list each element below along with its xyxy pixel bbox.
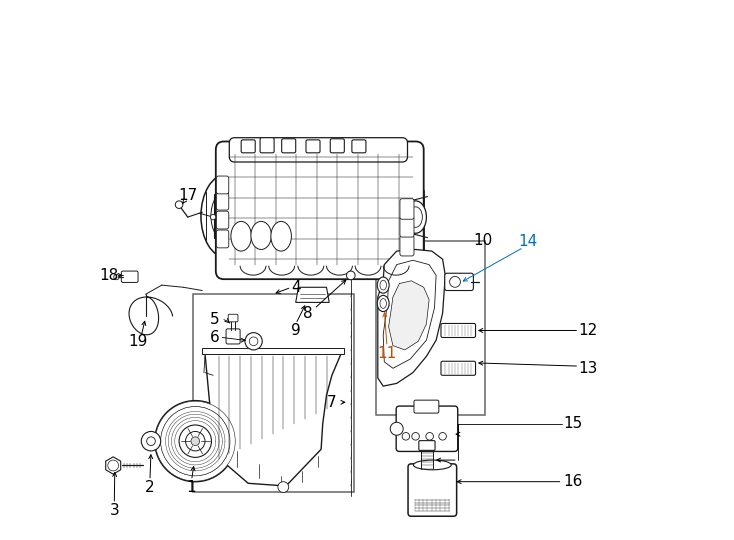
FancyBboxPatch shape — [400, 199, 414, 219]
Ellipse shape — [409, 207, 422, 227]
Polygon shape — [378, 249, 446, 386]
Circle shape — [114, 274, 119, 280]
FancyBboxPatch shape — [396, 406, 458, 451]
Text: 7: 7 — [327, 395, 337, 410]
FancyBboxPatch shape — [260, 138, 274, 153]
Circle shape — [191, 437, 200, 445]
Text: 17: 17 — [178, 188, 197, 203]
Circle shape — [426, 433, 433, 440]
Text: 13: 13 — [578, 361, 598, 376]
Circle shape — [179, 425, 211, 457]
Circle shape — [141, 431, 161, 451]
Circle shape — [161, 407, 230, 476]
Text: 8: 8 — [303, 306, 313, 321]
FancyBboxPatch shape — [445, 273, 473, 291]
Circle shape — [450, 276, 460, 287]
Polygon shape — [383, 260, 436, 368]
Ellipse shape — [377, 277, 389, 293]
FancyBboxPatch shape — [419, 441, 435, 450]
Circle shape — [160, 406, 230, 476]
FancyBboxPatch shape — [408, 464, 457, 516]
Text: 5: 5 — [210, 312, 219, 327]
FancyBboxPatch shape — [226, 329, 240, 344]
Circle shape — [346, 271, 355, 280]
Circle shape — [147, 437, 156, 445]
FancyBboxPatch shape — [217, 192, 229, 210]
Text: 11: 11 — [377, 346, 396, 361]
Text: 19: 19 — [128, 334, 148, 349]
Circle shape — [186, 431, 205, 451]
Circle shape — [167, 413, 223, 469]
Circle shape — [211, 214, 216, 220]
Circle shape — [156, 401, 235, 481]
FancyBboxPatch shape — [282, 139, 296, 153]
FancyBboxPatch shape — [121, 271, 138, 282]
FancyBboxPatch shape — [400, 217, 414, 237]
Text: 9: 9 — [291, 323, 301, 338]
Circle shape — [161, 407, 230, 476]
Polygon shape — [296, 287, 330, 302]
Circle shape — [166, 411, 225, 471]
FancyBboxPatch shape — [306, 140, 320, 153]
Circle shape — [390, 422, 403, 435]
FancyBboxPatch shape — [228, 314, 238, 322]
Circle shape — [250, 337, 258, 346]
Circle shape — [439, 433, 446, 440]
FancyBboxPatch shape — [216, 141, 424, 279]
FancyBboxPatch shape — [229, 138, 407, 162]
FancyBboxPatch shape — [400, 235, 414, 256]
Circle shape — [169, 415, 222, 468]
Ellipse shape — [404, 201, 426, 233]
FancyBboxPatch shape — [399, 187, 424, 271]
Ellipse shape — [251, 221, 272, 249]
Polygon shape — [106, 457, 120, 474]
Circle shape — [108, 460, 119, 471]
Circle shape — [157, 403, 233, 480]
FancyBboxPatch shape — [414, 400, 439, 413]
Circle shape — [175, 201, 183, 208]
Text: 14: 14 — [518, 234, 537, 249]
FancyBboxPatch shape — [241, 140, 255, 153]
Text: 10: 10 — [473, 233, 493, 248]
Bar — [376, 241, 484, 415]
Circle shape — [170, 416, 220, 466]
Circle shape — [402, 433, 410, 440]
Text: 18: 18 — [99, 268, 118, 283]
FancyBboxPatch shape — [217, 211, 229, 229]
Circle shape — [164, 410, 227, 472]
Circle shape — [172, 418, 219, 464]
Text: 6: 6 — [210, 330, 219, 345]
FancyBboxPatch shape — [441, 323, 476, 338]
Ellipse shape — [380, 299, 386, 308]
Circle shape — [159, 404, 232, 478]
Ellipse shape — [211, 191, 242, 241]
FancyBboxPatch shape — [330, 139, 344, 153]
Text: 4: 4 — [291, 280, 300, 295]
Circle shape — [162, 408, 228, 474]
FancyBboxPatch shape — [217, 230, 229, 248]
Text: 15: 15 — [564, 416, 583, 431]
Ellipse shape — [231, 221, 252, 251]
Polygon shape — [203, 348, 344, 354]
Circle shape — [278, 482, 288, 492]
FancyBboxPatch shape — [441, 361, 476, 375]
FancyBboxPatch shape — [352, 140, 366, 153]
Ellipse shape — [413, 460, 451, 470]
Polygon shape — [205, 354, 341, 486]
Text: 2: 2 — [145, 480, 155, 495]
Bar — [193, 294, 354, 492]
Text: 16: 16 — [564, 474, 583, 489]
Circle shape — [155, 401, 236, 482]
Circle shape — [245, 333, 262, 350]
Ellipse shape — [377, 295, 389, 312]
Polygon shape — [388, 281, 429, 350]
Text: 3: 3 — [109, 503, 119, 518]
Text: 12: 12 — [579, 323, 598, 338]
Circle shape — [412, 433, 419, 440]
Text: 1: 1 — [186, 480, 196, 495]
Ellipse shape — [271, 221, 291, 251]
Ellipse shape — [201, 174, 252, 258]
FancyBboxPatch shape — [217, 176, 229, 194]
Ellipse shape — [380, 280, 386, 290]
